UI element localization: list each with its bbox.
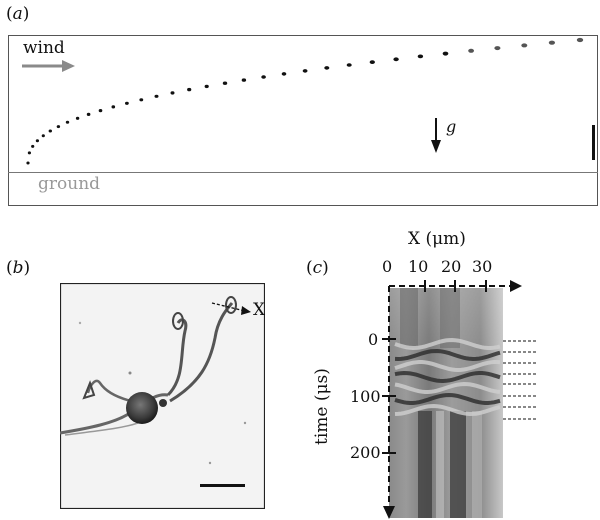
y-tick-100: 100 bbox=[350, 387, 381, 406]
micrograph-b bbox=[60, 283, 265, 509]
panel-c-letter: c bbox=[312, 258, 323, 278]
gravity-arrow-icon bbox=[431, 118, 441, 153]
droplet bbox=[241, 78, 247, 82]
x-tick-0: 0 bbox=[382, 257, 393, 276]
ground-line bbox=[8, 172, 598, 173]
droplet bbox=[521, 43, 528, 48]
droplet bbox=[31, 144, 35, 148]
x-tick-10: 10 bbox=[408, 257, 429, 276]
panel-b-letter: b bbox=[12, 258, 24, 278]
panel-a-scale-bar bbox=[592, 125, 595, 160]
oscillation-band bbox=[394, 403, 501, 417]
x-tick-30: 30 bbox=[472, 257, 493, 276]
x-axis-label: X (μm) bbox=[408, 229, 466, 249]
oscillation-band bbox=[394, 370, 501, 384]
droplet bbox=[346, 63, 352, 67]
droplet bbox=[576, 37, 584, 43]
droplet bbox=[170, 91, 175, 95]
panel-a-letter: a bbox=[12, 4, 23, 24]
droplet bbox=[154, 94, 159, 98]
droplet bbox=[35, 139, 40, 143]
droplet bbox=[139, 98, 144, 102]
panel-b-label: (b) bbox=[6, 258, 31, 278]
droplet-trajectory bbox=[26, 37, 584, 165]
droplet bbox=[187, 87, 192, 92]
droplet bbox=[302, 69, 308, 73]
droplet bbox=[494, 46, 501, 51]
wind-arrow-icon bbox=[22, 60, 75, 72]
droplet bbox=[75, 116, 80, 120]
droplet bbox=[442, 51, 449, 56]
ground-label: ground bbox=[38, 174, 101, 194]
droplet bbox=[468, 48, 474, 53]
wind-label: wind bbox=[23, 38, 65, 58]
y-tick-0: 0 bbox=[368, 330, 379, 349]
droplet bbox=[393, 57, 399, 62]
panel-a-frame bbox=[8, 35, 598, 206]
droplet bbox=[27, 151, 31, 155]
panel-a-drawing bbox=[22, 37, 595, 165]
oscillation-band bbox=[394, 381, 501, 394]
panel-c-label: (c) bbox=[306, 258, 329, 278]
oscillation-band bbox=[394, 337, 501, 351]
oscillation-band bbox=[394, 392, 501, 405]
panel-b-scale-bar bbox=[200, 484, 245, 487]
marker-label: X bbox=[253, 300, 266, 320]
droplet bbox=[98, 109, 103, 113]
kymograph-c bbox=[382, 280, 536, 519]
droplet bbox=[204, 84, 209, 89]
y-tick-200: 200 bbox=[350, 443, 381, 462]
droplet bbox=[417, 54, 424, 59]
droplet bbox=[125, 101, 129, 105]
droplet bbox=[222, 81, 228, 85]
oscillation-band bbox=[394, 348, 501, 362]
droplet bbox=[261, 75, 266, 79]
droplet bbox=[548, 40, 556, 45]
droplet bbox=[48, 129, 52, 133]
marker-arrow-icon bbox=[211, 302, 251, 315]
droplet bbox=[65, 120, 70, 124]
droplet bbox=[41, 134, 45, 138]
droplet bbox=[111, 105, 116, 109]
droplet bbox=[56, 125, 61, 129]
droplet bbox=[281, 72, 287, 76]
droplet bbox=[324, 66, 330, 70]
x-tick-20: 20 bbox=[441, 257, 462, 276]
droplet bbox=[26, 161, 30, 165]
droplet bbox=[369, 60, 375, 64]
droplet bbox=[86, 112, 91, 116]
gravity-label: g bbox=[446, 117, 457, 136]
panel-a-label: (a) bbox=[6, 4, 30, 24]
oscillation-band bbox=[394, 360, 501, 373]
